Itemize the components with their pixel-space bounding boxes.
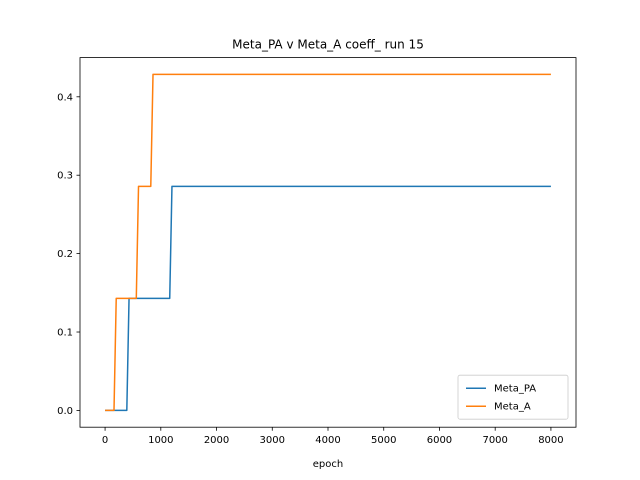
- y-tick-label: 0.2: [57, 249, 73, 260]
- y-tick-label: 0.0: [57, 406, 73, 417]
- x-axis-label: epoch: [313, 459, 343, 470]
- x-tick-label: 4000: [315, 435, 340, 446]
- y-tick-label: 0.1: [57, 328, 73, 339]
- x-axis-ticks: 0 1000 2000 3000 4000 5000 6000 7000 8000: [102, 427, 564, 446]
- x-tick-label: 5000: [371, 435, 396, 446]
- series-layer: [105, 73, 551, 412]
- x-tick-label: 3000: [260, 435, 285, 446]
- y-axis-ticks: 0.0 0.1 0.2 0.3 0.4: [57, 92, 80, 417]
- legend-label: Meta_A: [494, 402, 531, 413]
- x-tick-label: 7000: [482, 435, 507, 446]
- y-tick-label: 0.3: [57, 171, 73, 182]
- x-tick-label: 6000: [427, 435, 452, 446]
- legend: Meta_PA Meta_A: [457, 374, 569, 420]
- x-tick-label: 2000: [204, 435, 229, 446]
- chart-title: Meta_PA v Meta_A coeff_ run 15: [232, 38, 424, 52]
- y-tick-label: 0.4: [57, 92, 73, 103]
- legend-label: Meta_PA: [494, 384, 536, 395]
- x-tick-label: 1000: [148, 435, 173, 446]
- series-line-meta-a: [105, 73, 551, 412]
- x-tick-label: 0: [102, 435, 108, 446]
- series-line-meta-pa: [105, 185, 551, 412]
- legend-box: [457, 374, 569, 420]
- x-tick-label: 8000: [538, 435, 563, 446]
